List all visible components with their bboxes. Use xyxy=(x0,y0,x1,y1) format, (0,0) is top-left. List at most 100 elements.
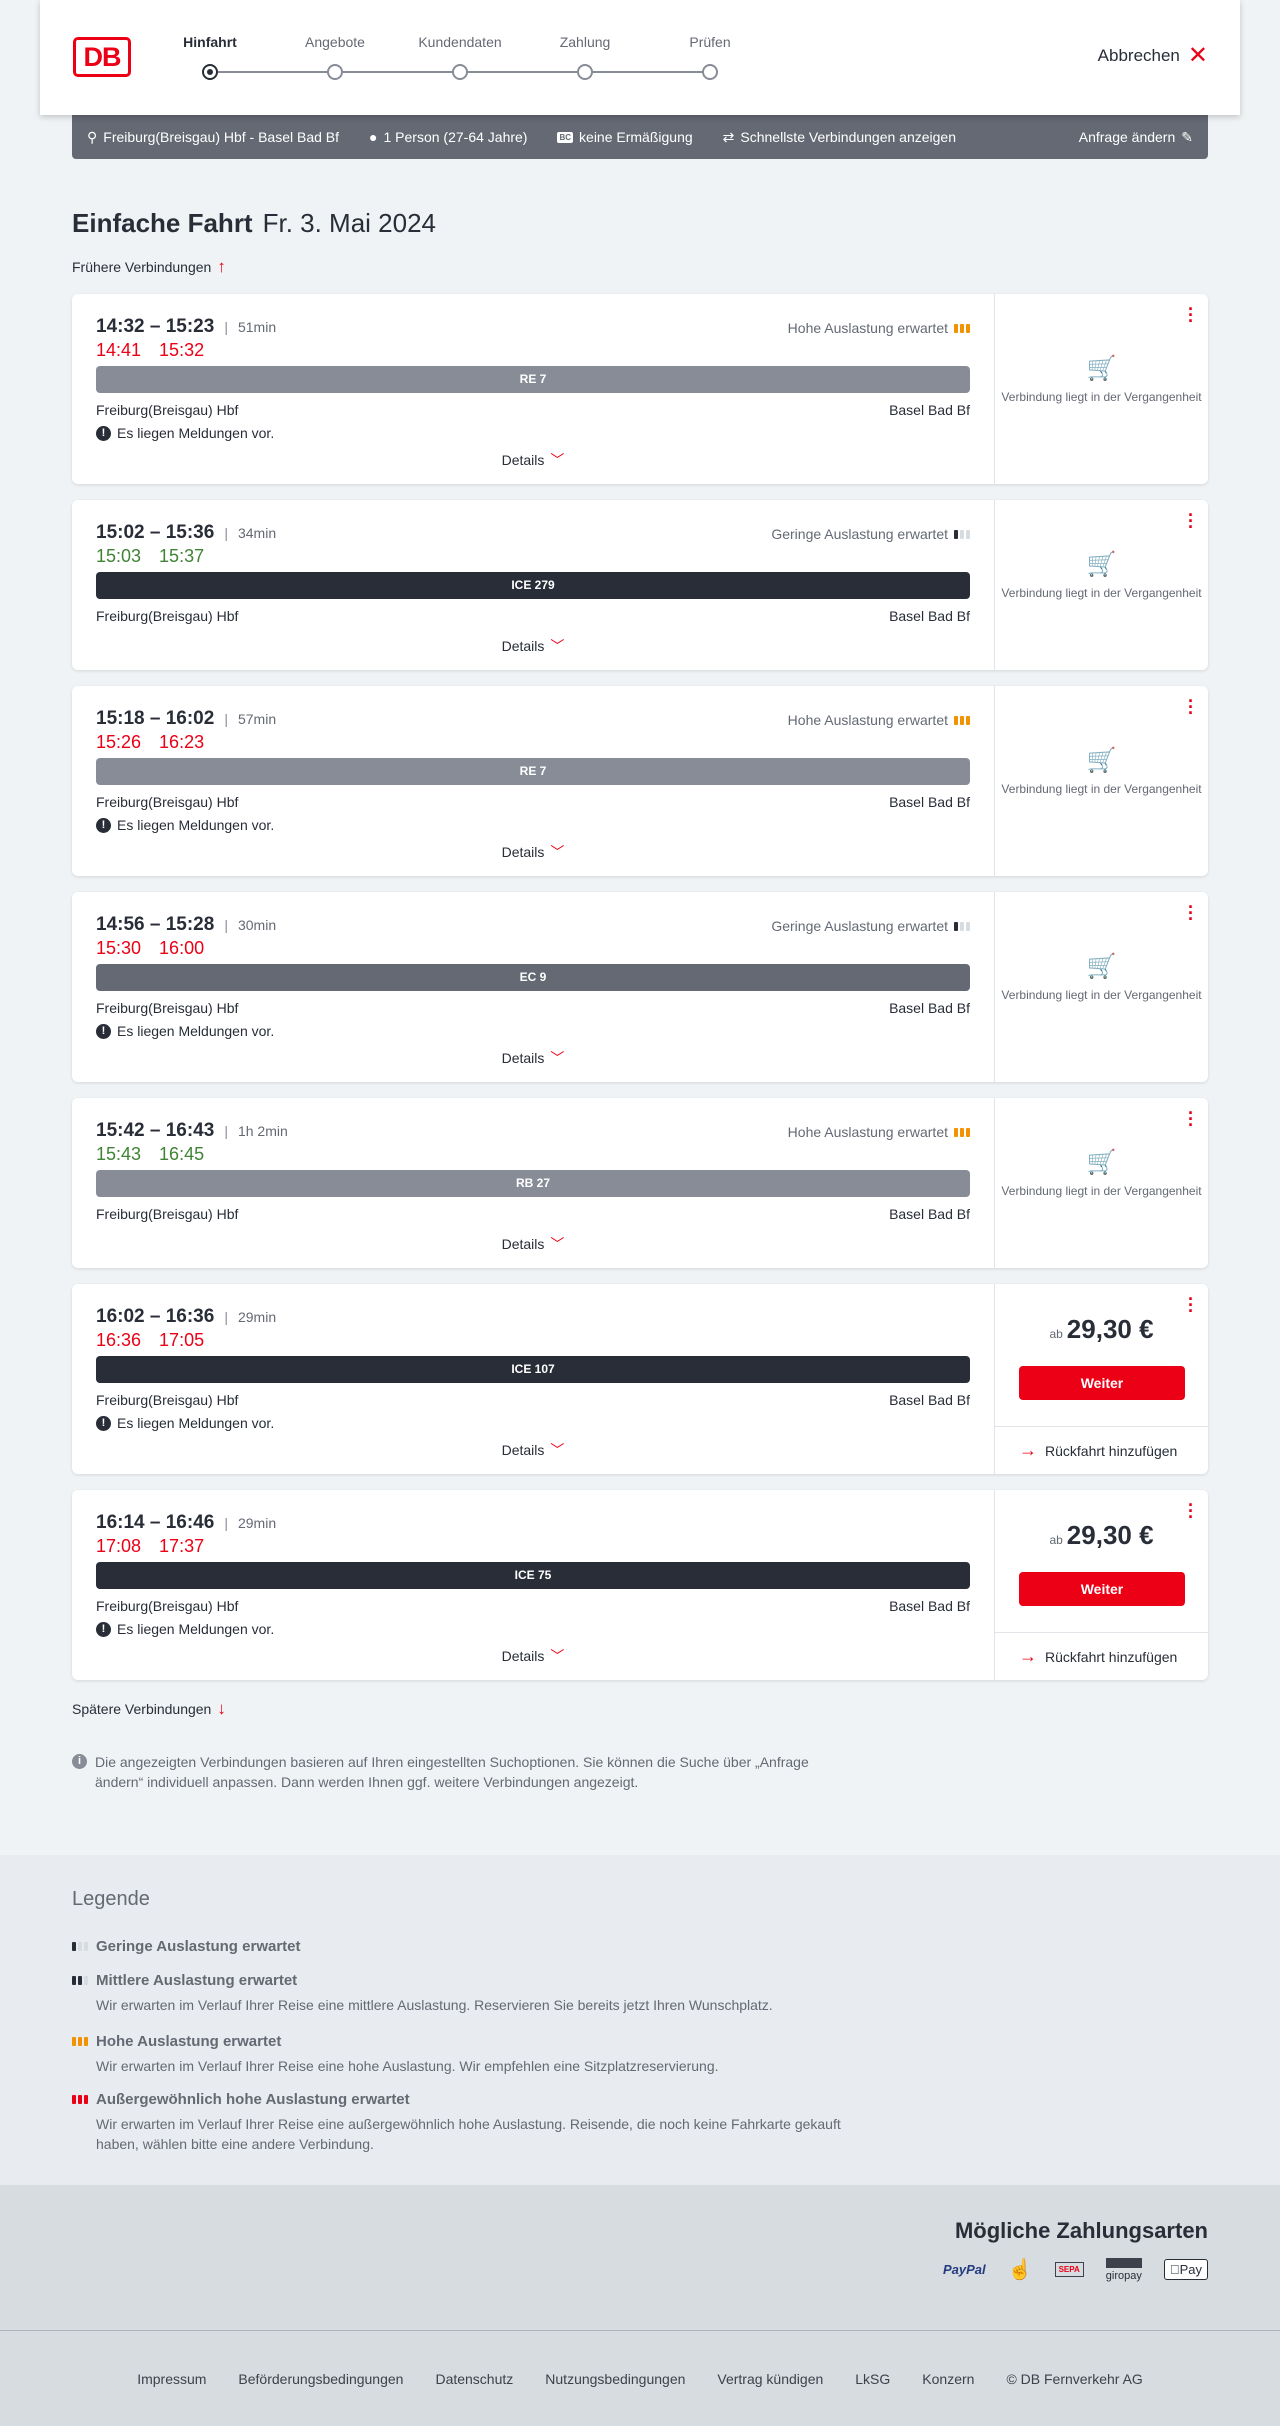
connection-card[interactable]: 15:18 – 16:02 57min 15:26 16:23 Hohe Auslas… xyxy=(72,686,1208,876)
person-icon: ● xyxy=(369,129,378,145)
exclamation-icon: ! xyxy=(96,425,111,441)
later-connections-link[interactable]: Spätere Verbindungen ↓ xyxy=(72,1699,226,1719)
footer-link[interactable]: Nutzungsbedingungen xyxy=(545,2370,686,2387)
train-bar[interactable]: RE 7 xyxy=(96,758,970,785)
train-bar[interactable]: ICE 107 xyxy=(96,1356,970,1383)
origin-station: Freiburg(Breisgau) Hbf xyxy=(96,608,239,624)
more-options-icon[interactable]: · · · xyxy=(1188,505,1194,537)
footer-link[interactable]: Beförderungsbedingungen xyxy=(238,2370,404,2387)
search-summary-bar: ⚲ Freiburg(Breisgau) Hbf - Basel Bad Bf ●… xyxy=(72,115,1208,159)
details-toggle[interactable]: Details ﹀ xyxy=(96,636,970,656)
details-label: Details xyxy=(501,1050,545,1066)
realtime-times: 15:43 16:45 xyxy=(96,1144,204,1165)
offer-panel: · · · ab 29,30 € Weiter → Rückfahrt hinzufüge… xyxy=(994,1284,1208,1474)
duration: 51min xyxy=(224,319,276,335)
connection-card[interactable]: 14:56 – 15:28 30min 15:30 16:00 Geringe Aus… xyxy=(72,892,1208,1082)
footer-link[interactable]: Konzern xyxy=(922,2370,975,2387)
more-options-icon[interactable]: · · · xyxy=(1188,1103,1194,1135)
train-bar[interactable]: ICE 279 xyxy=(96,572,970,599)
details-toggle[interactable]: Details ﹀ xyxy=(96,1440,970,1460)
continue-button[interactable]: Weiter xyxy=(1019,1366,1185,1400)
step-indicator xyxy=(327,64,343,80)
realtime-times: 16:36 17:05 xyxy=(96,1330,204,1351)
train-bar[interactable]: ICE 75 xyxy=(96,1562,970,1589)
cancel-button[interactable]: Abbrechen ✕ xyxy=(1098,44,1208,68)
exclamation-icon: ! xyxy=(96,1621,111,1637)
step-indicator xyxy=(702,64,718,80)
footer-link[interactable]: Vertrag kündigen xyxy=(717,2370,824,2387)
train-bar[interactable]: EC 9 xyxy=(96,964,970,991)
details-toggle[interactable]: Details ﹀ xyxy=(96,450,970,470)
search-option: Schnellste Verbindungen anzeigen xyxy=(740,129,957,145)
realtime-arrival: 16:23 xyxy=(159,732,205,752)
location-pin-icon: ⚲ xyxy=(87,128,98,145)
cart-unavailable-icon: 🛒 xyxy=(1086,747,1117,774)
past-text: Verbindung liegt in der Vergangenheit xyxy=(1001,390,1202,404)
footer-link[interactable]: Impressum xyxy=(137,2370,207,2387)
legend-item-text: Wir erwarten im Verlauf Ihrer Reise eine… xyxy=(96,2058,719,2074)
realtime-times: 15:30 16:00 xyxy=(96,938,204,959)
cart-unavailable-icon: 🛒 xyxy=(1086,953,1117,980)
apple-pay-label: Pay xyxy=(1179,2262,1202,2277)
train-bar[interactable]: RB 27 xyxy=(96,1170,970,1197)
connection-card[interactable]: 14:32 – 15:23 51min 14:41 15:32 Hohe Auslas… xyxy=(72,294,1208,484)
more-options-icon[interactable]: · · · xyxy=(1188,897,1194,929)
time-range: 16:02 – 16:36 xyxy=(96,1306,215,1327)
price: ab 29,30 € xyxy=(995,1520,1208,1551)
details-toggle[interactable]: Details ﹀ xyxy=(96,1048,970,1068)
train-bar[interactable]: RE 7 xyxy=(96,366,970,393)
chevron-down-icon: ﹀ xyxy=(550,452,565,468)
footer-link[interactable]: Datenschutz xyxy=(435,2370,514,2387)
earlier-connections-link[interactable]: Frühere Verbindungen ↑ xyxy=(72,257,226,277)
more-options-icon[interactable]: · · · xyxy=(1188,299,1194,331)
occupancy-icon xyxy=(954,529,970,539)
return-label: Rückfahrt hinzufügen xyxy=(1045,1442,1178,1459)
connection-card[interactable]: 16:02 – 16:36 29min 16:36 17:05 ICE 107 Fre… xyxy=(72,1284,1208,1474)
payment-title: Mögliche Zahlungsarten xyxy=(954,2218,1208,2243)
add-return-trip-button[interactable]: → Rückfahrt hinzufügen xyxy=(995,1426,1208,1474)
footer-link[interactable]: © DB Fernverkehr AG xyxy=(1006,2370,1143,2387)
legend-item-title: Hohe Auslastung erwartet xyxy=(96,2033,282,2050)
time-range: 16:14 – 16:46 xyxy=(96,1512,215,1533)
db-logo[interactable]: DB xyxy=(73,37,131,77)
stations: Freiburg(Breisgau) Hbf Basel Bad Bf xyxy=(96,1000,970,1016)
more-options-icon[interactable]: · · · xyxy=(1188,1289,1194,1321)
step-indicator xyxy=(577,64,593,80)
earlier-label: Frühere Verbindungen xyxy=(72,259,212,275)
arrow-right-icon: → xyxy=(1019,1440,1037,1460)
continue-button[interactable]: Weiter xyxy=(1019,1572,1185,1606)
time-range: 15:42 – 16:43 xyxy=(96,1120,215,1141)
occupancy: Hohe Auslastung erwartet xyxy=(788,1124,970,1140)
legend-item-text: Wir erwarten im Verlauf Ihrer Reise eine… xyxy=(96,1997,773,2013)
duration: 29min xyxy=(224,1515,276,1531)
add-return-trip-button[interactable]: → Rückfahrt hinzufügen xyxy=(995,1632,1208,1680)
realtime-arrival: 16:00 xyxy=(159,938,205,958)
origin-station: Freiburg(Breisgau) Hbf xyxy=(96,1000,239,1016)
edit-request-button[interactable]: Anfrage ändern ✎ xyxy=(1079,129,1193,146)
step-label: Zahlung xyxy=(559,34,611,50)
more-options-icon[interactable]: · · · xyxy=(1188,691,1194,723)
realtime-departure: 15:30 xyxy=(96,938,142,958)
connection-card[interactable]: 16:14 – 16:46 29min 17:08 17:37 ICE 75 Frei… xyxy=(72,1490,1208,1680)
realtime-times: 15:26 16:23 xyxy=(96,732,204,753)
connection-card[interactable]: 15:02 – 15:36 34min 15:03 15:37 Geringe Aus… xyxy=(72,500,1208,670)
later-label: Spätere Verbindungen xyxy=(72,1701,212,1717)
footer-link[interactable]: LkSG xyxy=(855,2370,891,2387)
info-icon: i xyxy=(72,1754,87,1769)
origin-station: Freiburg(Breisgau) Hbf xyxy=(96,1392,239,1408)
step-indicator xyxy=(202,64,218,80)
details-toggle[interactable]: Details ﹀ xyxy=(96,842,970,862)
messages-text: Es liegen Meldungen vor. xyxy=(117,817,275,833)
chevron-down-icon: ﹀ xyxy=(550,844,565,860)
occupancy: Geringe Auslastung erwartet xyxy=(771,918,970,934)
occupancy-label: Hohe Auslastung erwartet xyxy=(787,320,948,336)
legend-item: Mittlere Auslastung erwartet Wir erwarten… xyxy=(72,1972,872,2015)
more-options-icon[interactable]: · · · xyxy=(1188,1495,1194,1527)
connection-card[interactable]: 15:42 – 16:43 1h 2min 15:43 16:45 Hohe Ausl… xyxy=(72,1098,1208,1268)
occupancy-icon xyxy=(72,1976,88,1985)
stations: Freiburg(Breisgau) Hbf Basel Bad Bf xyxy=(96,1598,970,1614)
details-toggle[interactable]: Details ﹀ xyxy=(96,1234,970,1254)
realtime-departure: 15:26 xyxy=(96,732,142,752)
details-toggle[interactable]: Details ﹀ xyxy=(96,1646,970,1666)
time-range: 15:18 – 16:02 xyxy=(96,708,215,729)
